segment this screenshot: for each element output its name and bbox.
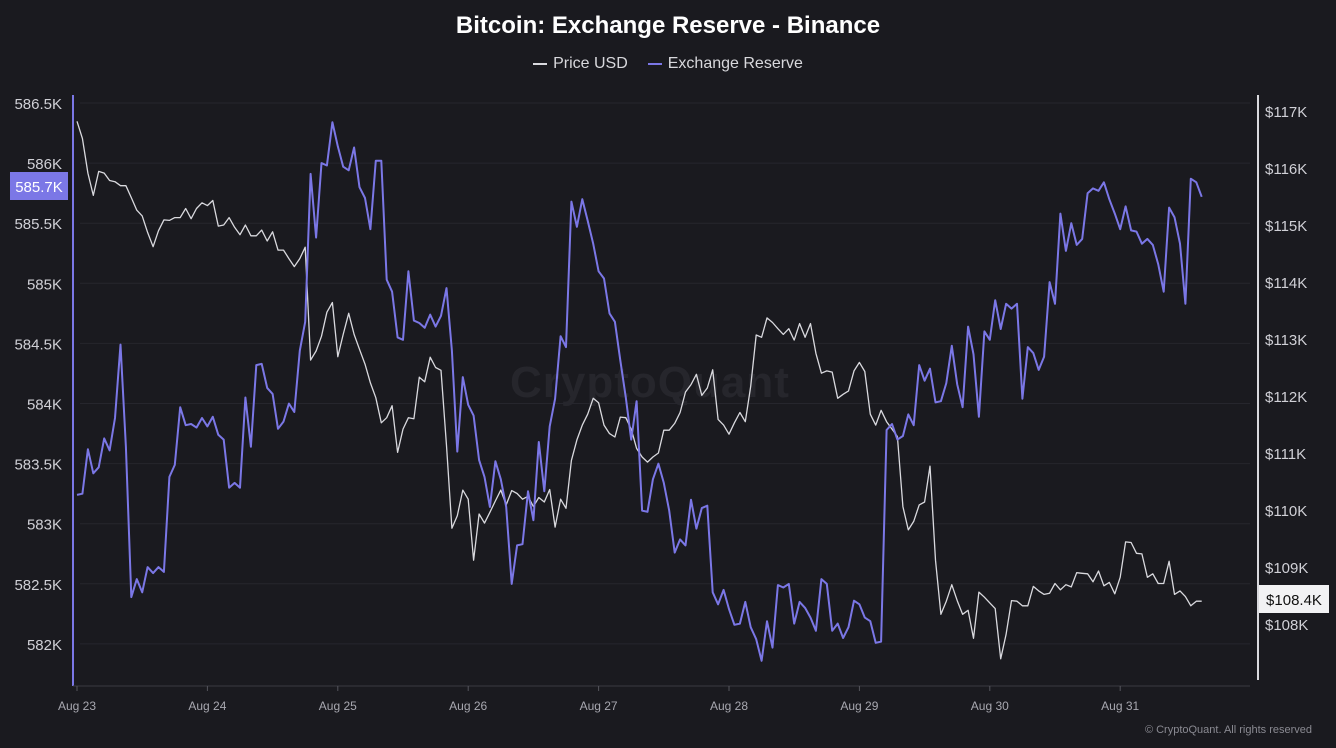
legend: Price USD Exchange Reserve (0, 55, 1336, 73)
y-left-tick-label: 584.5K (14, 336, 62, 353)
legend-swatch-price (533, 63, 548, 65)
x-tick-label: Aug 30 (971, 699, 1009, 713)
y-right-tick-label: $112K (1265, 389, 1307, 406)
x-tick-label: Aug 23 (58, 699, 96, 713)
legend-item-reserve[interactable]: Exchange Reserve (647, 55, 803, 73)
y-left-tick-label: 586K (27, 156, 62, 173)
x-tick-label: Aug 31 (1101, 699, 1139, 713)
y-right-tick-label: $109K (1265, 560, 1308, 577)
x-tick-label: Aug 26 (449, 699, 487, 713)
y-left-tick-label: 583.5K (14, 457, 62, 474)
x-tick-label: Aug 24 (188, 699, 226, 713)
legend-item-price[interactable]: Price USD (533, 55, 628, 73)
price-current-badge (1259, 585, 1329, 613)
y-right-tick-label: $110K (1265, 503, 1307, 520)
y-left-tick-label: 582K (27, 637, 62, 654)
price-usd-line (76, 121, 1202, 660)
y-right-tick-label: $113K (1265, 332, 1307, 349)
y-left-tick-label: 584K (27, 397, 62, 414)
legend-label-price: Price USD (553, 55, 628, 72)
y-right-tick-label: $108K (1265, 617, 1308, 634)
y-left-tick-label: 583K (27, 517, 62, 534)
legend-label-reserve: Exchange Reserve (667, 55, 803, 72)
y-right-tick-label: $115K (1265, 218, 1307, 235)
y-left-tick-label: 582.5K (14, 577, 62, 594)
y-right-tick-label: $111K (1265, 446, 1306, 463)
y-right-tick-label: $114K (1265, 275, 1307, 292)
copyright-footer: © CryptoQuant. All rights reserved (1144, 724, 1312, 736)
y-left-tick-label: 585.5K (14, 216, 62, 233)
x-tick-label: Aug 29 (840, 699, 878, 713)
y-right-tick-label: $117K (1265, 104, 1307, 121)
y-left-tick-label: 586.5K (14, 96, 62, 113)
legend-swatch-reserve (647, 63, 662, 65)
exchange-reserve-line (76, 121, 1203, 662)
chart-title: Bitcoin: Exchange Reserve - Binance (455, 12, 881, 39)
reserve-current-value: 585.7K (15, 179, 63, 196)
price-current-value: $108.4K (1266, 592, 1322, 609)
x-tick-label: Aug 28 (710, 699, 748, 713)
x-tick-label: Aug 25 (319, 699, 357, 713)
y-left-tick-label: 585K (27, 276, 62, 293)
y-right-tick-label: $116K (1265, 161, 1307, 178)
x-tick-label: Aug 27 (580, 699, 618, 713)
reserve-current-badge (10, 172, 68, 200)
